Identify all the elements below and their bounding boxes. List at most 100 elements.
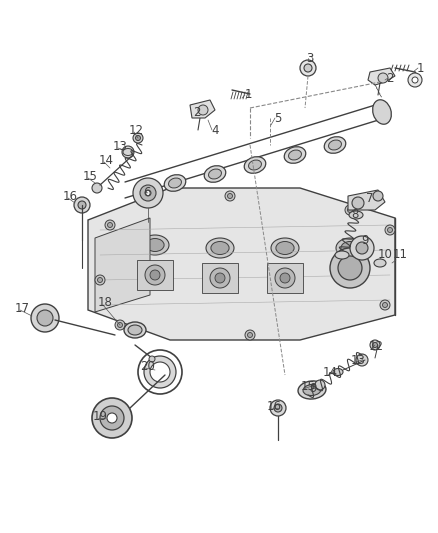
Circle shape <box>412 77 418 83</box>
Circle shape <box>385 225 395 235</box>
Circle shape <box>270 400 286 416</box>
Ellipse shape <box>276 241 294 254</box>
Circle shape <box>107 413 117 423</box>
Circle shape <box>92 183 102 193</box>
Polygon shape <box>368 68 395 85</box>
Circle shape <box>300 60 316 76</box>
Ellipse shape <box>211 241 229 254</box>
Ellipse shape <box>206 238 234 258</box>
Ellipse shape <box>335 251 349 259</box>
Ellipse shape <box>303 384 321 395</box>
Circle shape <box>133 178 163 208</box>
Ellipse shape <box>204 166 226 182</box>
Circle shape <box>382 303 388 308</box>
Polygon shape <box>190 100 215 118</box>
Ellipse shape <box>328 140 342 150</box>
Circle shape <box>198 105 208 115</box>
Text: 16: 16 <box>266 400 282 413</box>
Ellipse shape <box>248 160 261 170</box>
Ellipse shape <box>333 368 343 376</box>
Text: 10: 10 <box>378 248 392 262</box>
Circle shape <box>144 356 176 388</box>
Circle shape <box>100 406 124 430</box>
Text: 6: 6 <box>143 185 151 198</box>
Ellipse shape <box>128 325 142 335</box>
Circle shape <box>280 273 290 283</box>
Text: 12: 12 <box>368 340 384 352</box>
Text: 13: 13 <box>350 353 365 367</box>
Text: 15: 15 <box>82 169 97 182</box>
Circle shape <box>133 133 143 143</box>
Text: 1: 1 <box>416 61 424 75</box>
Circle shape <box>227 193 233 198</box>
Circle shape <box>92 398 132 438</box>
Circle shape <box>107 222 113 228</box>
Circle shape <box>338 256 362 280</box>
Circle shape <box>356 242 368 254</box>
Text: 13: 13 <box>113 140 127 152</box>
Text: 7: 7 <box>366 191 374 205</box>
Circle shape <box>140 185 156 201</box>
Text: 19: 19 <box>92 409 107 423</box>
Text: 15: 15 <box>300 379 315 392</box>
Ellipse shape <box>271 238 299 258</box>
Ellipse shape <box>169 178 181 188</box>
Circle shape <box>105 220 115 230</box>
Circle shape <box>225 191 235 201</box>
Circle shape <box>74 197 90 213</box>
Ellipse shape <box>349 211 363 219</box>
Text: 14: 14 <box>99 154 113 166</box>
Ellipse shape <box>164 175 186 191</box>
Circle shape <box>31 304 59 332</box>
Ellipse shape <box>208 169 222 179</box>
Circle shape <box>95 275 105 285</box>
Text: 2: 2 <box>386 71 394 85</box>
Circle shape <box>122 146 134 158</box>
Text: 20: 20 <box>141 359 155 373</box>
Circle shape <box>378 73 388 83</box>
Circle shape <box>117 322 123 327</box>
Circle shape <box>330 248 370 288</box>
Ellipse shape <box>141 235 169 255</box>
Circle shape <box>145 265 165 285</box>
Circle shape <box>98 278 102 282</box>
Circle shape <box>150 270 160 280</box>
Text: 9: 9 <box>361 233 369 246</box>
Circle shape <box>315 380 325 390</box>
Circle shape <box>350 236 374 260</box>
Circle shape <box>245 330 255 340</box>
Polygon shape <box>95 218 150 312</box>
Circle shape <box>145 190 151 196</box>
Circle shape <box>304 64 312 72</box>
Circle shape <box>373 191 383 201</box>
Circle shape <box>356 354 368 366</box>
Text: 17: 17 <box>14 302 29 314</box>
Text: 5: 5 <box>274 111 282 125</box>
Text: 11: 11 <box>392 248 407 262</box>
Ellipse shape <box>124 322 146 338</box>
Polygon shape <box>267 263 303 293</box>
Circle shape <box>347 207 353 213</box>
Ellipse shape <box>146 238 164 252</box>
Ellipse shape <box>298 381 326 399</box>
Circle shape <box>135 135 141 141</box>
Circle shape <box>115 320 125 330</box>
Ellipse shape <box>324 136 346 154</box>
Circle shape <box>275 268 295 288</box>
Text: 12: 12 <box>128 124 144 136</box>
Text: 1: 1 <box>244 88 252 101</box>
Circle shape <box>408 73 422 87</box>
Ellipse shape <box>373 100 392 124</box>
Circle shape <box>274 404 282 412</box>
Ellipse shape <box>374 259 386 267</box>
Circle shape <box>247 333 252 337</box>
Ellipse shape <box>284 147 306 163</box>
Circle shape <box>150 362 170 382</box>
Ellipse shape <box>341 241 359 254</box>
Text: 18: 18 <box>98 296 113 310</box>
Circle shape <box>37 310 53 326</box>
Circle shape <box>78 201 86 209</box>
Polygon shape <box>137 260 173 290</box>
Circle shape <box>210 268 230 288</box>
Text: 9: 9 <box>309 382 317 394</box>
